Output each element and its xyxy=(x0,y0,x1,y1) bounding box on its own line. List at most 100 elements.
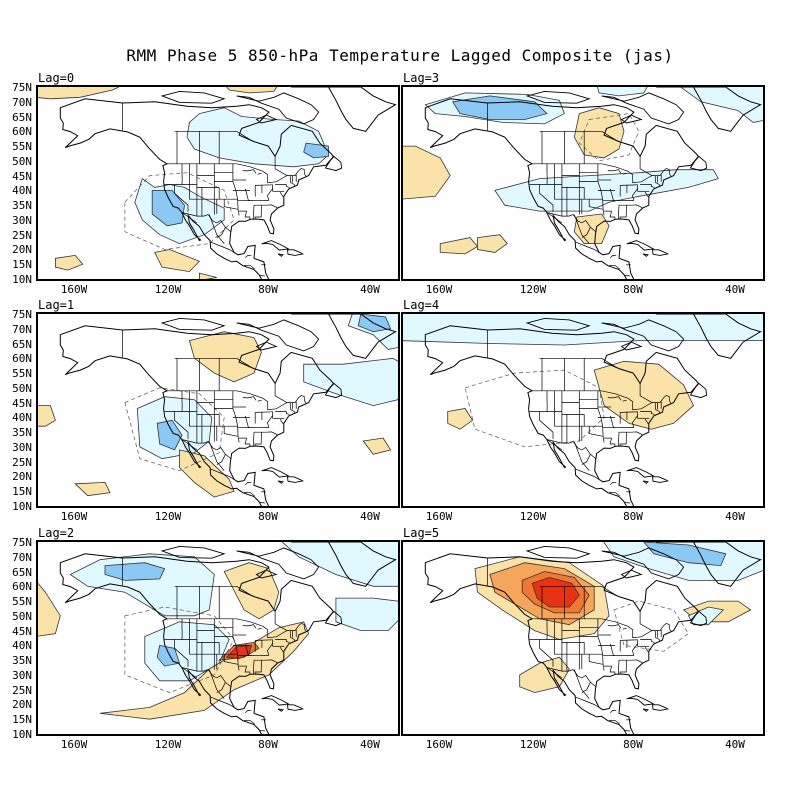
anomaly-contour-cold-mid xyxy=(156,644,181,667)
political-boundary xyxy=(620,639,638,641)
lag-label: Lag=0 xyxy=(38,71,75,85)
coastline-greenland xyxy=(291,542,397,587)
anomaly-contour-cold-light xyxy=(335,597,398,631)
political-boundary xyxy=(610,482,617,485)
political-boundary xyxy=(252,205,255,220)
political-boundary xyxy=(210,241,235,253)
political-boundary xyxy=(232,390,240,443)
political-boundary xyxy=(622,627,627,630)
latitude-tick-label: 30N xyxy=(12,668,32,682)
longitude-axis: 160W 120W 80W 40W xyxy=(401,283,765,297)
coastline-greenland xyxy=(291,87,397,132)
coastline-island xyxy=(286,476,305,483)
longitude-tick-label: 160W xyxy=(425,738,453,751)
latitude-tick-label: 35N xyxy=(12,199,32,213)
longitude-tick-label: 120W xyxy=(519,510,547,523)
political-boundary xyxy=(573,441,590,471)
political-boundary xyxy=(274,383,288,403)
coastline-island xyxy=(651,704,670,711)
coastline-island xyxy=(324,155,343,172)
political-boundary xyxy=(289,630,296,642)
political-boundary xyxy=(619,432,627,447)
coastline-island xyxy=(324,610,343,627)
latitude-tick-label: 10N xyxy=(12,728,32,741)
latitude-tick-label: 45N xyxy=(12,396,32,410)
latitude-tick-label: 10N xyxy=(12,500,32,513)
political-boundary xyxy=(245,482,252,485)
dashed-contour xyxy=(124,387,225,471)
political-boundary xyxy=(632,415,638,428)
political-boundary xyxy=(244,438,251,447)
political-boundary xyxy=(654,630,661,642)
political-boundary xyxy=(532,163,672,184)
longitude-tick-label: 160W xyxy=(425,510,453,523)
political-boundary xyxy=(250,720,255,725)
anomaly-contour-warm-light xyxy=(38,405,56,427)
political-boundary xyxy=(250,492,255,497)
longitude-axis: 160W 120W 80W 40W xyxy=(36,510,400,524)
political-boundary xyxy=(232,618,240,671)
coastline-island xyxy=(236,92,320,125)
longitude-tick-label: 40W xyxy=(360,510,380,523)
political-boundary xyxy=(167,163,307,184)
political-boundary xyxy=(654,175,661,187)
longitude-tick-label: 40W xyxy=(725,283,745,296)
political-boundary xyxy=(274,611,288,631)
political-boundary xyxy=(223,199,238,210)
political-boundary xyxy=(575,241,600,253)
anomaly-contour-warm-light xyxy=(439,237,479,255)
coastline-north-america xyxy=(59,325,335,506)
longitude-tick-label: 80W xyxy=(258,510,278,523)
latitude-tick-label: 70N xyxy=(12,322,32,336)
longitude-axis: 160W 120W 80W 40W xyxy=(401,510,765,524)
anomaly-contour-warm-light xyxy=(154,249,201,273)
political-boundary xyxy=(216,227,226,238)
political-boundary xyxy=(532,390,672,411)
political-boundary xyxy=(275,639,290,643)
political-boundary xyxy=(208,214,225,244)
anomaly-contour-warm-light xyxy=(362,437,392,455)
political-boundary xyxy=(615,720,620,725)
coastline-island xyxy=(620,114,643,124)
political-boundary xyxy=(255,411,273,413)
lag-label: Lag=2 xyxy=(38,526,75,540)
political-boundary xyxy=(539,411,554,439)
political-boundary xyxy=(622,399,627,402)
longitude-tick-label: 120W xyxy=(519,738,547,751)
political-boundary xyxy=(236,358,253,369)
political-boundary xyxy=(181,212,198,224)
latitude-tick-label: 50N xyxy=(12,381,32,395)
political-boundary xyxy=(244,666,251,675)
latitude-tick-label: 15N xyxy=(12,485,32,499)
latitude-tick-label: 75N xyxy=(12,536,32,549)
political-boundary xyxy=(546,667,597,688)
political-boundary xyxy=(617,432,620,447)
political-boundary xyxy=(609,666,616,675)
anomaly-contour-warm-light xyxy=(54,254,84,271)
latitude-tick-label: 15N xyxy=(12,713,32,727)
coastline-island xyxy=(286,249,305,256)
political-boundary xyxy=(259,730,265,732)
political-boundary xyxy=(254,204,278,209)
political-boundary xyxy=(532,618,672,639)
political-boundary xyxy=(210,696,235,708)
political-boundary xyxy=(619,205,627,220)
coastline-island xyxy=(261,240,290,251)
political-boundary xyxy=(232,163,240,216)
political-boundary xyxy=(620,184,638,186)
political-boundary xyxy=(257,172,262,175)
political-boundary xyxy=(644,192,649,198)
political-boundary xyxy=(279,419,284,425)
political-boundary xyxy=(275,411,290,415)
latitude-tick-label: 70N xyxy=(12,95,32,109)
political-boundary xyxy=(588,654,603,665)
anomaly-contour-warm-light xyxy=(198,272,217,279)
political-boundary xyxy=(216,682,226,693)
political-boundary xyxy=(252,660,255,675)
latitude-tick-label: 55N xyxy=(12,140,32,154)
coastline-island xyxy=(324,382,343,399)
political-boundary xyxy=(223,426,238,437)
latitude-tick-label: 65N xyxy=(12,110,32,124)
political-boundary xyxy=(609,211,616,220)
political-boundary xyxy=(245,255,252,258)
